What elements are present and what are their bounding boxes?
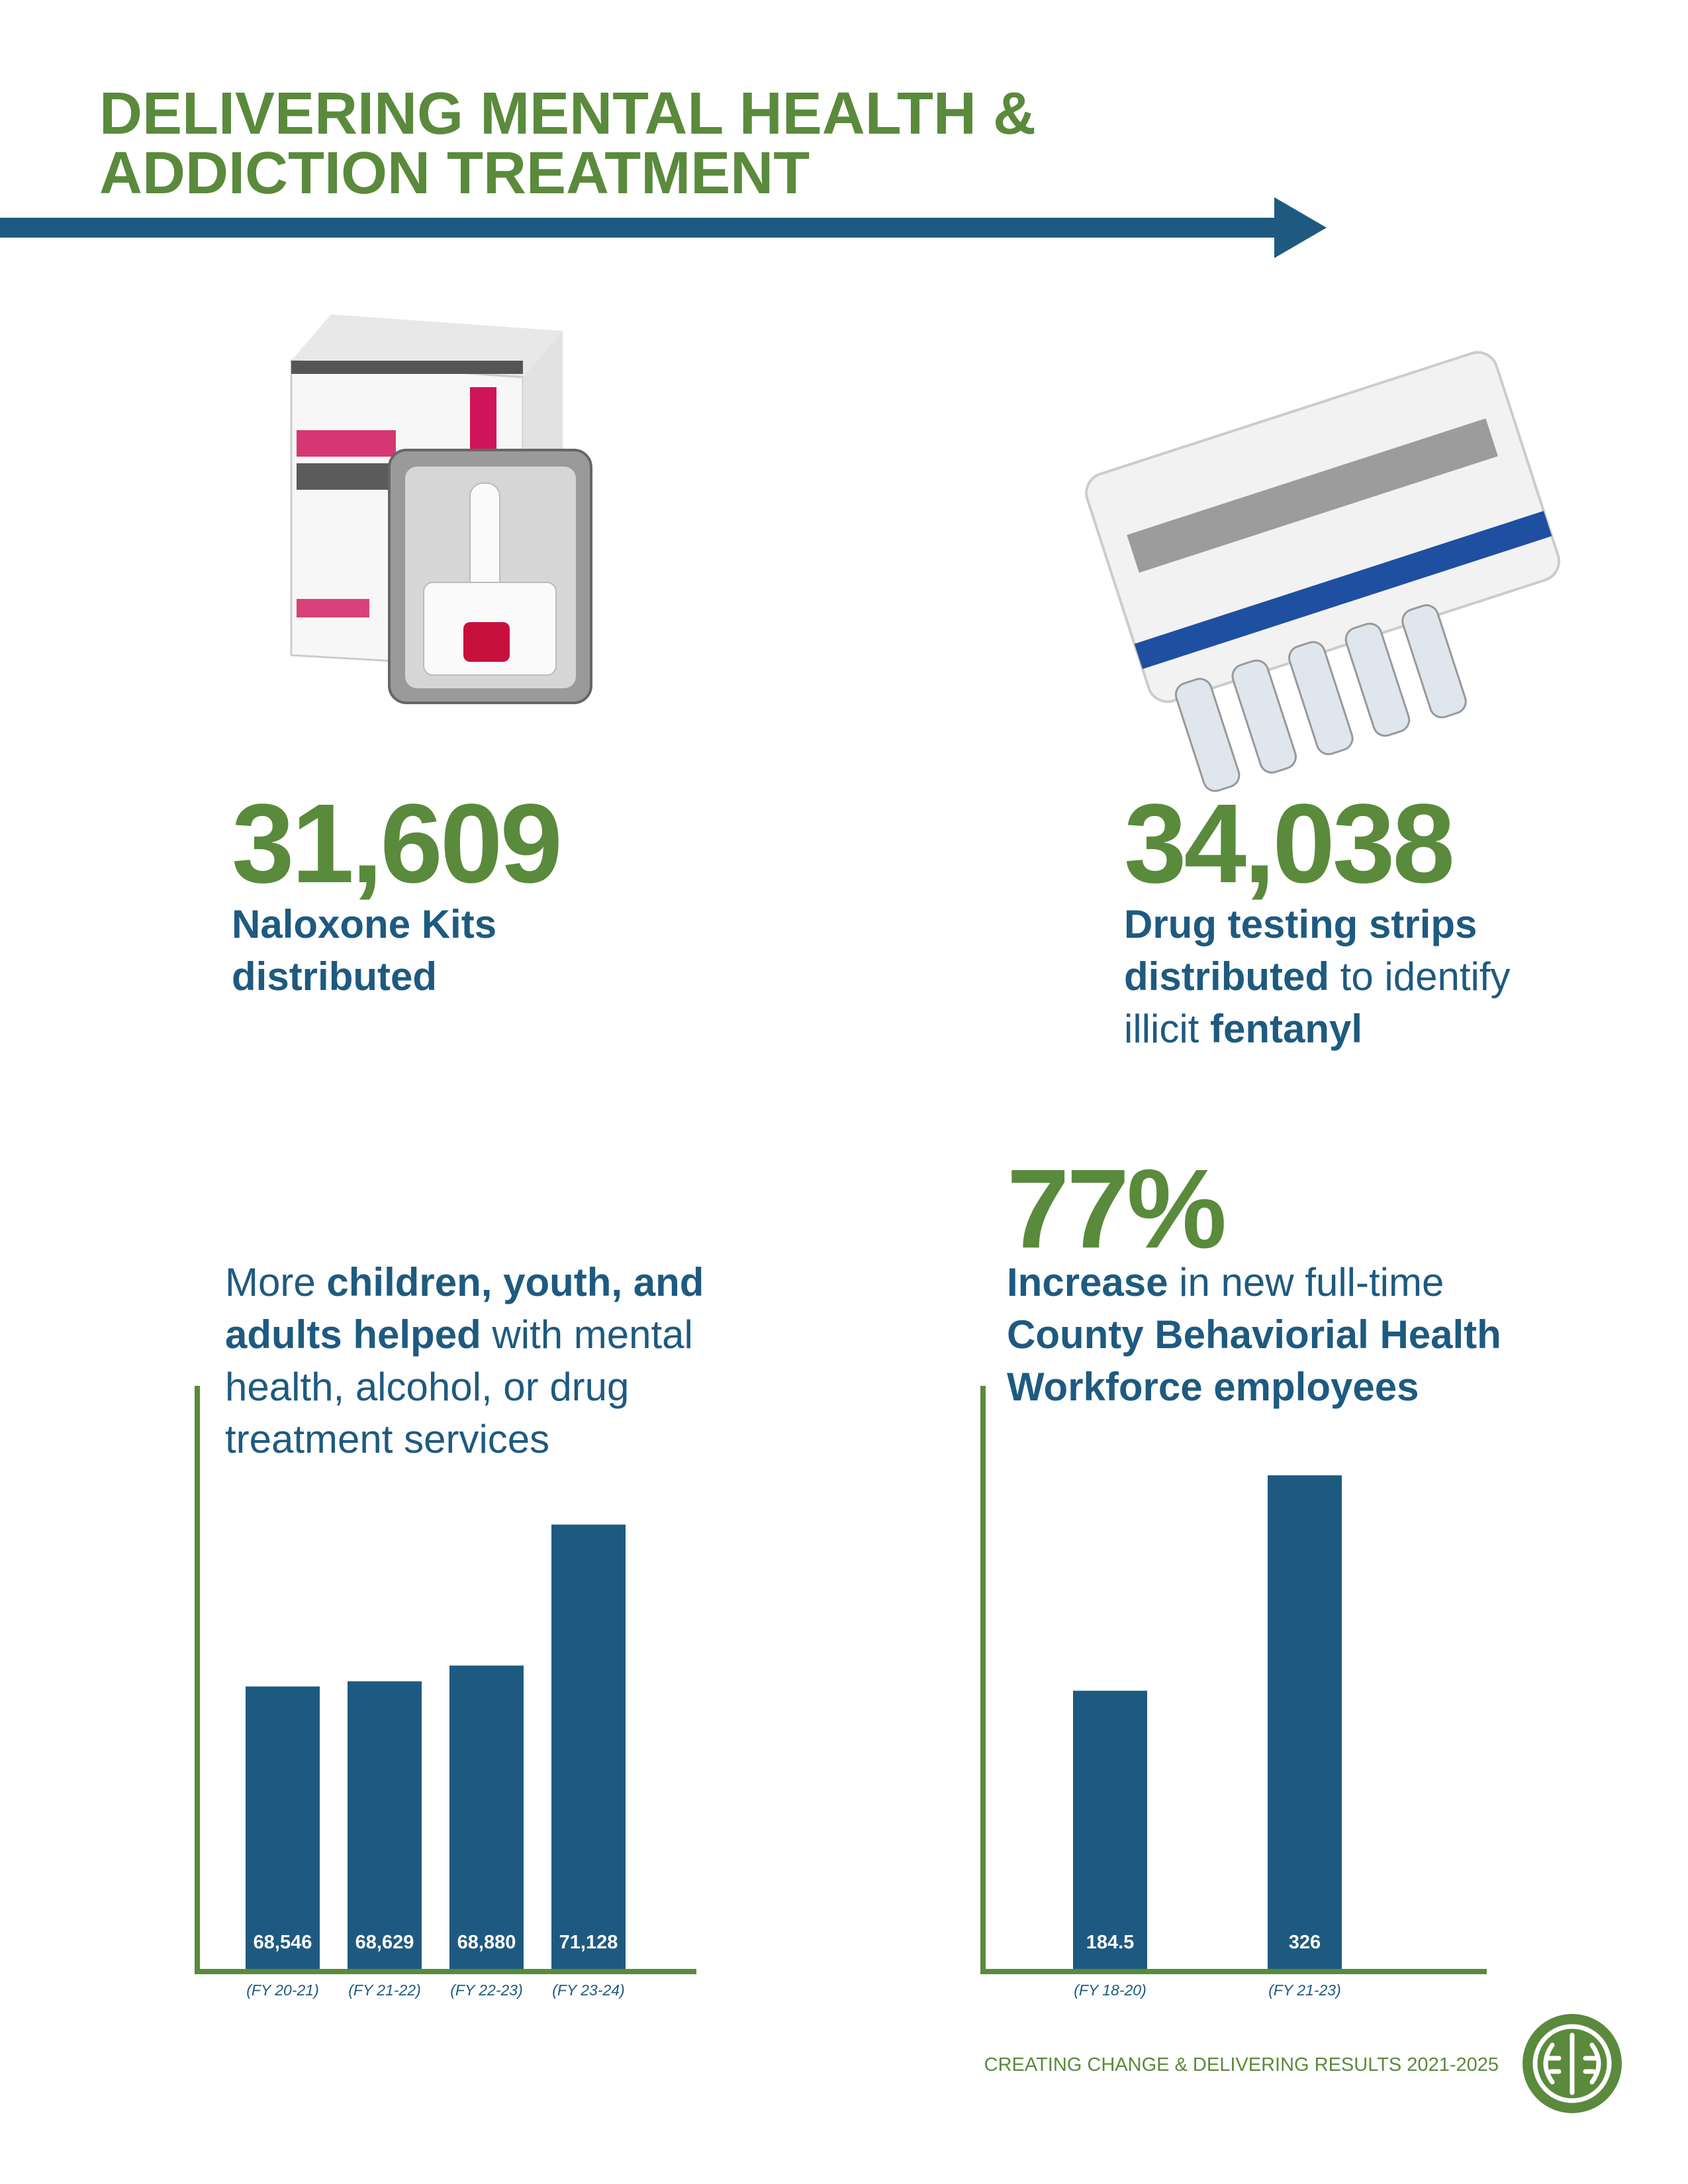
stat-description: distributed to identify bbox=[1124, 954, 1511, 999]
text-run: distributed bbox=[1124, 954, 1329, 999]
title-line: DELIVERING MENTAL HEALTH & bbox=[99, 81, 1036, 147]
text-run: Naloxone Kits bbox=[232, 902, 496, 946]
value-label: 68,629 bbox=[355, 1932, 414, 1953]
stat-description: illicit fentanyl bbox=[1124, 1007, 1362, 1051]
x-tick-label: (FY 21-23) bbox=[1268, 1981, 1341, 1999]
stat-description: More children, youth, and bbox=[225, 1260, 704, 1304]
bar bbox=[1073, 1690, 1147, 1972]
value-label: 68,880 bbox=[457, 1932, 516, 1953]
stat-description: Workforce employees bbox=[1007, 1365, 1419, 1409]
text-run: treatment services bbox=[225, 1417, 549, 1461]
value-label: 326 bbox=[1289, 1932, 1321, 1953]
axis-line bbox=[980, 1386, 1487, 1974]
bar bbox=[551, 1524, 626, 1972]
x-tick-label: (FY 20-21) bbox=[246, 1981, 319, 1999]
bar bbox=[246, 1686, 320, 1972]
header-arrow bbox=[0, 197, 1327, 258]
text-run: in new full-time bbox=[1168, 1260, 1444, 1304]
text-run: children, youth, and bbox=[326, 1260, 704, 1304]
stat-description: Increase in new full-time bbox=[1007, 1260, 1444, 1304]
text-run: Increase bbox=[1007, 1260, 1168, 1304]
stat-description: treatment services bbox=[225, 1417, 549, 1461]
text-run: County Behaviorial Health bbox=[1007, 1312, 1501, 1357]
bar bbox=[1268, 1475, 1342, 1972]
x-tick-label: (FY 18-20) bbox=[1074, 1981, 1147, 1999]
stat-value: 31,609 bbox=[232, 781, 560, 907]
value-label: 68,546 bbox=[254, 1932, 312, 1953]
text-run: distributed bbox=[232, 954, 437, 999]
stat-value: 77% bbox=[1007, 1146, 1224, 1272]
value-label: 184.5 bbox=[1086, 1932, 1135, 1953]
bar bbox=[348, 1681, 422, 1972]
stat-description: County Behaviorial Health bbox=[1007, 1312, 1501, 1357]
value-label: 71,128 bbox=[559, 1932, 618, 1953]
stat-value: 34,038 bbox=[1124, 781, 1452, 907]
naloxone-photo bbox=[290, 314, 592, 704]
text-run: adults helped bbox=[225, 1312, 481, 1357]
text-run: More bbox=[225, 1260, 326, 1304]
charts: 68,546 (FY 20-21) 68,629 (FY 21-22) 68,880 (F… bbox=[195, 1386, 1487, 1999]
stat-description: Drug testing strips bbox=[1124, 902, 1477, 946]
bar bbox=[449, 1665, 524, 1972]
footer-text: CREATING CHANGE & DELIVERING RESULTS 202… bbox=[984, 2054, 1499, 2075]
text-run: Drug testing strips bbox=[1124, 902, 1477, 946]
text-run: Workforce employees bbox=[1007, 1365, 1419, 1409]
stat-description: adults helped with mental bbox=[225, 1312, 693, 1357]
axis-line bbox=[195, 1386, 696, 1974]
text-run: with mental bbox=[481, 1312, 693, 1357]
logo bbox=[1523, 2014, 1622, 2113]
title-line: ADDICTION TREATMENT bbox=[99, 140, 810, 206]
stat-description: distributed bbox=[232, 954, 437, 999]
x-tick-label: (FY 21-22) bbox=[348, 1981, 421, 1999]
x-tick-label: (FY 23-24) bbox=[552, 1981, 625, 1999]
stat-description: health, alcohol, or drug bbox=[225, 1365, 629, 1409]
text-run: to identify bbox=[1329, 954, 1511, 999]
text-run: fentanyl bbox=[1210, 1007, 1362, 1051]
text-run: illicit bbox=[1124, 1007, 1210, 1051]
test-strip-photo bbox=[1085, 351, 1560, 792]
x-tick-label: (FY 22-23) bbox=[450, 1981, 523, 1999]
text-run: health, alcohol, or drug bbox=[225, 1365, 629, 1409]
stat-description: Naloxone Kits bbox=[232, 902, 496, 946]
